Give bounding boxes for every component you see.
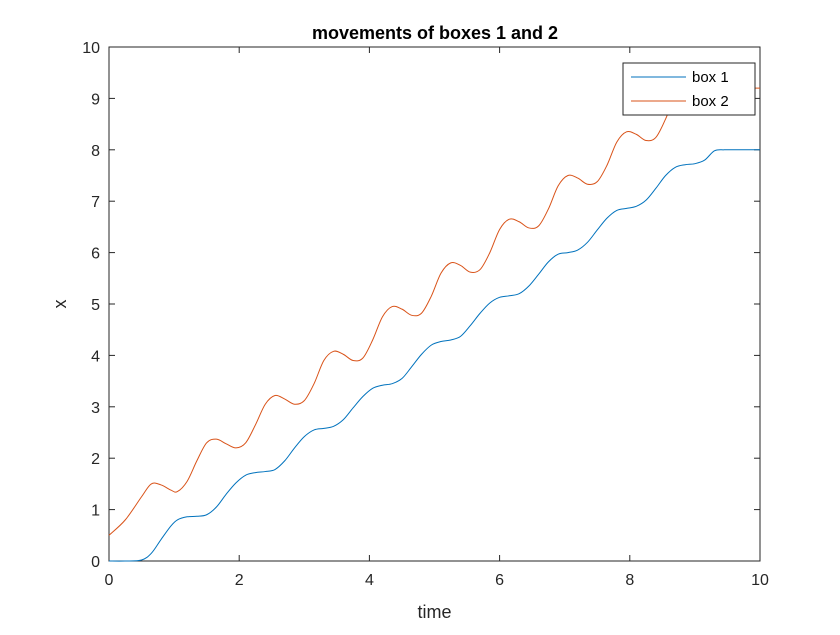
x-tick-label: 4 bbox=[365, 572, 374, 589]
x-axis-title: time bbox=[417, 602, 451, 622]
y-tick-label: 2 bbox=[91, 451, 100, 468]
legend-label-box-2: box 2 bbox=[692, 93, 729, 110]
x-tick-label: 2 bbox=[235, 572, 244, 589]
legend-box bbox=[622, 62, 756, 116]
legend-label-box-1: box 1 bbox=[692, 69, 729, 86]
series-line-box-2 bbox=[108, 87, 760, 536]
y-tick-label: 3 bbox=[91, 400, 100, 417]
chart-title: movements of boxes 1 and 2 bbox=[312, 23, 558, 43]
x-tick-label: 8 bbox=[625, 572, 634, 589]
ticks-layer: 0 2 4 6 8 10 0 1 2 3 4 5 6 7 8 9 10 bbox=[82, 40, 769, 589]
x-tick-label: 0 bbox=[105, 572, 114, 589]
y-tick-label: 0 bbox=[91, 554, 100, 571]
plot-area bbox=[108, 46, 761, 562]
y-tick-label: 7 bbox=[91, 194, 100, 211]
y-tick-label: 6 bbox=[91, 246, 100, 263]
legend: box 1 box 2 bbox=[622, 62, 756, 116]
series-line-box-1 bbox=[108, 149, 760, 562]
y-tick-label: 8 bbox=[91, 143, 100, 160]
y-tick-label: 4 bbox=[91, 348, 100, 365]
y-tick-label: 1 bbox=[91, 503, 100, 520]
y-tick-label: 5 bbox=[91, 297, 100, 314]
y-tick-label: 9 bbox=[91, 91, 100, 108]
x-tick-label: 6 bbox=[495, 572, 504, 589]
y-axis-title: x bbox=[50, 300, 70, 309]
x-tick-label: 10 bbox=[751, 572, 769, 589]
series-layer bbox=[108, 87, 760, 562]
y-tick-label: 10 bbox=[82, 40, 100, 57]
